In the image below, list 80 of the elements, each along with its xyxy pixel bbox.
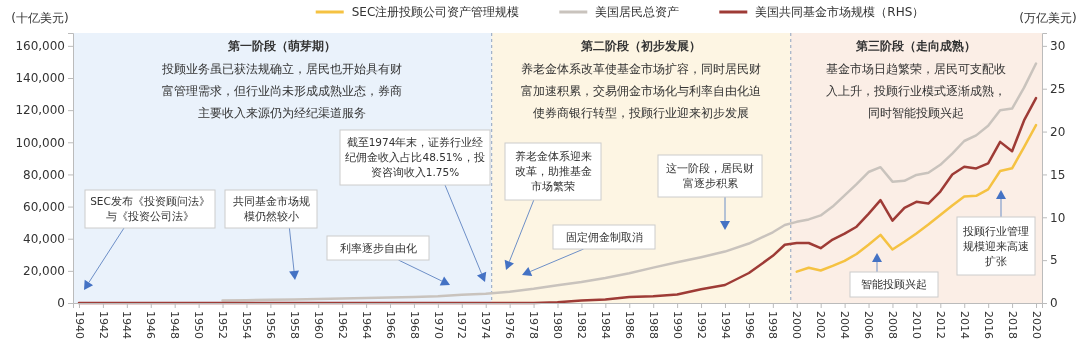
x-tick-label: 1984 [599,311,612,339]
x-tick-label: 1964 [359,311,373,339]
line-series [77,96,1038,305]
annotation: 截至1974年末，证券行业经纪佣金收入占比48.51%，投资咨询收入1.75% [345,136,485,179]
y2-tick-label: 25 [1050,82,1066,97]
line-series [221,62,1038,302]
annotation: SEC发布《投资顾问法》与《投资公司法》 [90,195,210,223]
x-tick-label: 2020 [1029,311,1043,339]
line-series [795,123,1038,273]
y-tick-label: 140,000 [15,71,65,86]
y-tick-label: 160,000 [15,39,65,54]
x-tick-label: 1942 [96,311,110,339]
annotation: 投顾行业管理规模迎来高速扩张 [962,224,1029,267]
x-tick-label: 1998 [766,311,780,339]
x-tick-label: 1978 [527,311,541,339]
legend-label: 美国共同基金市场规模（RHS） [755,5,925,20]
y2-tick-label: 0 [1050,296,1058,311]
x-tick-label: 1960 [311,311,325,339]
band-label: 第一阶段（萌芽期） [227,39,337,53]
annotation: 利率逐步自由化 [339,241,417,254]
y-tick-label: 100,000 [15,135,65,150]
x-tick-label: 1976 [503,311,517,339]
annotation: 养老金体系改革使基金市场扩容，同时居民财富加速积累，交易佣金市场化与利率自由化迫使券商银行转型，投顾行业迎来初步发展 [521,62,762,120]
x-tick-label: 1946 [144,311,158,339]
x-tick-label: 1952 [216,311,230,339]
y-tick-label: 0 [57,296,65,311]
annotation: 固定佣金制取消 [565,230,643,243]
y-tick-label: 60,000 [23,199,65,214]
band-label: 第三阶段（走向成熟） [855,39,977,53]
x-tick-label: 2016 [981,311,995,339]
x-tick-label: 1970 [431,311,445,339]
x-tick-label: 1944 [120,311,134,339]
x-tick-label: 2000 [790,311,804,339]
x-tick-label: 1992 [694,311,708,339]
x-tick-label: 2010 [910,311,924,339]
annotation: 养老金体系迎来改革，助推基金市场繁荣 [514,150,592,193]
x-tick-label: 1990 [670,311,684,339]
x-tick-label: 2014 [957,311,971,339]
x-tick-label: 2012 [933,311,947,339]
y-tick-label: 20,000 [23,264,65,279]
x-tick-label: 1968 [407,311,421,339]
x-tick-label: 1994 [718,311,732,339]
band-label: 第二阶段（初步发展） [580,39,702,53]
x-tick-label: 1962 [335,311,349,339]
y2-tick-label: 5 [1050,253,1058,268]
annotation: 这一阶段，居民财富逐步积累 [666,162,754,190]
y2-tick-label: 20 [1050,124,1066,139]
y-tick-label: 40,000 [23,232,65,247]
x-tick-label: 1950 [192,311,206,339]
annotation: 基金市场日趋繁荣，居民可支配收入上升，投顾行业模式逐渐成熟，同时智能投顾兴起 [826,62,1007,120]
x-tick-label: 1972 [455,311,469,339]
y-tick-label: 120,000 [15,103,65,118]
y-axis-title: (十亿美元) [11,11,69,25]
x-tick-label: 1974 [479,311,493,339]
legend-label: SEC注册投顾公司资产管理规模 [351,5,520,20]
annotation: 智能投顾兴起 [861,278,927,291]
x-tick-label: 1956 [264,311,278,339]
x-tick-label: 1988 [646,311,660,339]
x-tick-label: 1980 [551,311,565,339]
x-tick-label: 1940 [72,311,86,339]
x-tick-label: 2002 [814,311,828,339]
x-tick-label: 1958 [287,311,301,339]
x-tick-label: 1966 [383,311,397,339]
y2-tick-label: 15 [1050,167,1066,182]
x-tick-label: 1948 [168,311,182,339]
x-tick-label: 2006 [862,311,876,339]
y2-tick-label: 10 [1050,210,1066,225]
legend-label: 美国居民总资产 [595,5,680,20]
y2-tick-label: 30 [1050,39,1066,54]
x-tick-label: 1954 [240,311,254,339]
annotation: 投顾业务虽已获法规确立，居民也开始具有财富管理需求，但行业尚未形成成熟业态，券商主要收入来源仍为经纪渠道服务 [161,62,403,120]
annotation: 共同基金市场规模仍然较小 [232,195,310,223]
x-tick-label: 2004 [838,311,852,339]
x-tick-label: 1996 [742,311,756,339]
y2-axis-title: (万亿美元) [1019,11,1077,25]
y-tick-label: 80,000 [23,167,65,182]
x-tick-label: 1986 [622,311,636,339]
x-tick-label: 2018 [1005,311,1019,339]
x-tick-label: 2008 [886,311,900,339]
x-tick-label: 1982 [575,311,589,339]
